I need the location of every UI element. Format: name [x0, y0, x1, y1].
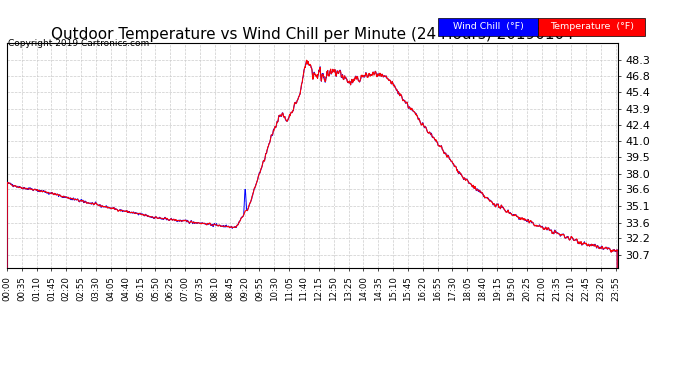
Text: Wind Chill  (°F): Wind Chill (°F) — [453, 22, 524, 31]
Title: Outdoor Temperature vs Wind Chill per Minute (24 Hours) 20190104: Outdoor Temperature vs Wind Chill per Mi… — [51, 27, 573, 42]
Text: Temperature  (°F): Temperature (°F) — [550, 22, 633, 31]
Text: Copyright 2019 Cartronics.com: Copyright 2019 Cartronics.com — [8, 39, 150, 48]
